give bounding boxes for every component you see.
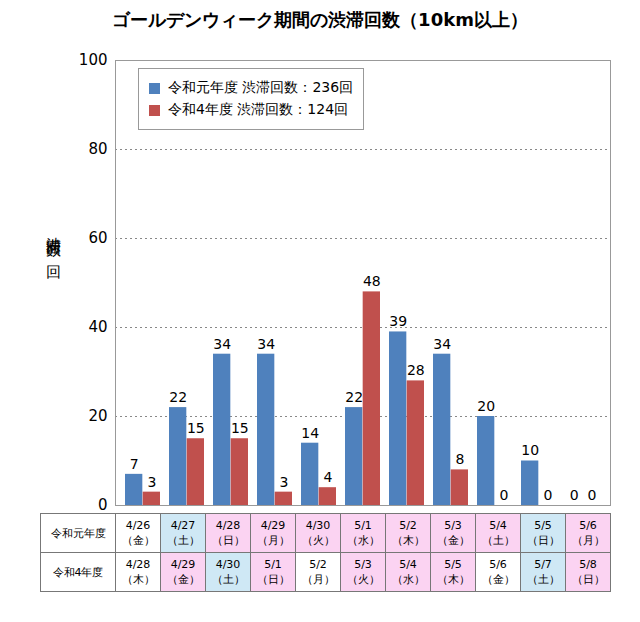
svg-text:34: 34 bbox=[433, 336, 451, 352]
html-text:（木）: （木） bbox=[121, 573, 155, 586]
html-text:4/27: 4/27 bbox=[170, 519, 196, 532]
html-text:4/29: 4/29 bbox=[170, 558, 196, 571]
html-text:令和元年度: 令和元年度 bbox=[50, 526, 106, 540]
svg-text:34: 34 bbox=[213, 336, 231, 352]
html-text:（水）: （水） bbox=[346, 534, 380, 547]
svg-text:0: 0 bbox=[570, 487, 579, 503]
html-text:5/5: 5/5 bbox=[534, 519, 552, 532]
html-text:5/1: 5/1 bbox=[354, 519, 372, 532]
html-text:5/4: 5/4 bbox=[399, 558, 417, 571]
html-text:（土）: （土） bbox=[526, 573, 560, 586]
html-text:4/28: 4/28 bbox=[215, 519, 241, 532]
html-text:4/30: 4/30 bbox=[215, 558, 241, 571]
svg-text:40: 40 bbox=[88, 318, 107, 336]
svg-text:7: 7 bbox=[130, 456, 139, 472]
html-text:5/5: 5/5 bbox=[444, 558, 462, 571]
html-text:（土）: （土） bbox=[481, 534, 515, 547]
svg-text:48: 48 bbox=[363, 273, 381, 289]
html-text:（日）: （日） bbox=[571, 573, 605, 586]
svg-text:15: 15 bbox=[187, 420, 205, 436]
html-text:令和4年度: 令和4年度 bbox=[52, 565, 104, 579]
html-text:渋滞回数 回: 渋滞回数 回 bbox=[45, 225, 63, 255]
svg-text:8: 8 bbox=[455, 451, 464, 467]
svg-text:22: 22 bbox=[169, 389, 187, 405]
svg-text:80: 80 bbox=[88, 140, 107, 158]
html-text:ゴールデンウィーク期間の渋滞回数（10km以上）: ゴールデンウィーク期間の渋滞回数（10km以上） bbox=[112, 9, 528, 30]
svg-text:15: 15 bbox=[231, 420, 249, 436]
html-text:（火）: （火） bbox=[346, 573, 380, 586]
html-text:5/8: 5/8 bbox=[579, 558, 597, 571]
svg-text:0: 0 bbox=[587, 487, 596, 503]
svg-text:22: 22 bbox=[345, 389, 363, 405]
html-text:（水）: （水） bbox=[391, 573, 425, 586]
svg-text:60: 60 bbox=[88, 229, 107, 247]
html-text:4/30: 4/30 bbox=[305, 519, 331, 532]
html-text:5/7: 5/7 bbox=[534, 558, 552, 571]
html-text:（月）: （月） bbox=[301, 573, 335, 586]
html-text:5/3: 5/3 bbox=[354, 558, 372, 571]
html-text:（金）: （金） bbox=[166, 573, 200, 586]
html-text:（土）: （土） bbox=[211, 573, 245, 586]
html-text:令和元年度 渋滞回数：236回: 令和元年度 渋滞回数：236回 bbox=[168, 79, 354, 95]
html-text:5/6: 5/6 bbox=[489, 558, 507, 571]
html-text:4/26: 4/26 bbox=[125, 519, 151, 532]
html-text:（金）: （金） bbox=[436, 534, 470, 547]
svg-text:3: 3 bbox=[147, 474, 156, 490]
html-text:4/29: 4/29 bbox=[260, 519, 286, 532]
svg-text:0: 0 bbox=[98, 496, 108, 510]
html-text:5/1: 5/1 bbox=[264, 558, 282, 571]
svg-text:20: 20 bbox=[88, 407, 107, 425]
html-text:5/4: 5/4 bbox=[489, 519, 507, 532]
svg-text:4: 4 bbox=[323, 469, 332, 485]
html-text:（土）: （土） bbox=[166, 534, 200, 547]
html-text:（日）: （日） bbox=[526, 534, 560, 547]
html-text:（火）: （火） bbox=[301, 534, 335, 547]
html-text:5/2: 5/2 bbox=[309, 558, 327, 571]
html-text:（月）: （月） bbox=[256, 534, 290, 547]
html-text:5/2: 5/2 bbox=[399, 519, 417, 532]
svg-text:3: 3 bbox=[279, 474, 288, 490]
html-text:5/6: 5/6 bbox=[579, 519, 597, 532]
html-text:（日）: （日） bbox=[256, 573, 290, 586]
html-text:5/3: 5/3 bbox=[444, 519, 462, 532]
html-text:（日）: （日） bbox=[211, 534, 245, 547]
html-text:（木）: （木） bbox=[391, 534, 425, 547]
svg-text:100: 100 bbox=[79, 51, 108, 69]
svg-text:0: 0 bbox=[543, 487, 552, 503]
html-text:（金）: （金） bbox=[481, 573, 515, 586]
svg-text:20: 20 bbox=[477, 398, 495, 414]
html-text:4/28: 4/28 bbox=[125, 558, 151, 571]
svg-text:0: 0 bbox=[499, 487, 508, 503]
html-text:令和4年度 渋滞回数：124回: 令和4年度 渋滞回数：124回 bbox=[168, 101, 349, 117]
svg-text:28: 28 bbox=[407, 362, 425, 378]
svg-text:39: 39 bbox=[389, 313, 407, 329]
svg-text:34: 34 bbox=[257, 336, 275, 352]
html-text:（月）: （月） bbox=[571, 534, 605, 547]
svg-text:10: 10 bbox=[521, 442, 539, 458]
svg-text:14: 14 bbox=[301, 425, 319, 441]
html-text:（金）: （金） bbox=[121, 534, 155, 547]
html-text:（木）: （木） bbox=[436, 573, 470, 586]
